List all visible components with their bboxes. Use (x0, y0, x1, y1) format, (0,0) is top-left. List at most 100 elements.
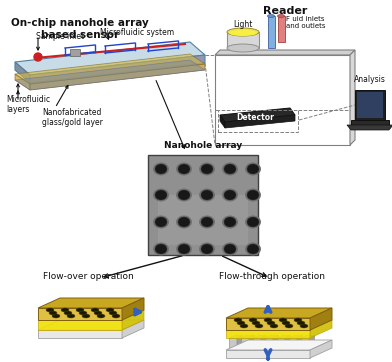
Polygon shape (241, 336, 254, 338)
Ellipse shape (224, 217, 236, 227)
Polygon shape (30, 55, 205, 83)
Polygon shape (347, 125, 392, 130)
Ellipse shape (82, 314, 90, 318)
Ellipse shape (64, 311, 72, 315)
Ellipse shape (247, 244, 259, 254)
Ellipse shape (153, 189, 169, 202)
FancyBboxPatch shape (268, 16, 275, 48)
Polygon shape (226, 350, 310, 358)
Polygon shape (285, 336, 290, 350)
Ellipse shape (267, 14, 274, 17)
Text: Microfluidic system: Microfluidic system (100, 28, 174, 37)
Text: Flow-over operation: Flow-over operation (43, 272, 133, 281)
Ellipse shape (201, 217, 213, 227)
Polygon shape (15, 42, 205, 75)
Ellipse shape (224, 164, 236, 174)
Ellipse shape (300, 324, 308, 328)
Polygon shape (15, 60, 205, 90)
Ellipse shape (91, 308, 99, 312)
Ellipse shape (155, 217, 167, 227)
Ellipse shape (199, 243, 215, 256)
Ellipse shape (201, 190, 213, 200)
Ellipse shape (61, 308, 69, 312)
Ellipse shape (201, 244, 213, 254)
Ellipse shape (176, 243, 192, 256)
Polygon shape (253, 336, 267, 338)
Ellipse shape (49, 311, 57, 315)
Polygon shape (273, 336, 278, 350)
Text: Sample inlet: Sample inlet (36, 32, 84, 41)
Polygon shape (229, 338, 237, 350)
Polygon shape (30, 64, 205, 90)
Ellipse shape (199, 189, 215, 202)
Ellipse shape (294, 318, 302, 322)
Ellipse shape (76, 308, 84, 312)
Polygon shape (226, 320, 332, 330)
Ellipse shape (112, 314, 120, 318)
Text: Detector: Detector (236, 114, 274, 122)
Ellipse shape (270, 324, 278, 328)
Ellipse shape (247, 164, 259, 174)
Text: Microfluidic
layers: Microfluidic layers (6, 95, 50, 114)
Ellipse shape (264, 318, 272, 322)
Ellipse shape (237, 321, 245, 325)
Ellipse shape (222, 163, 238, 176)
Polygon shape (265, 336, 278, 338)
Polygon shape (226, 340, 332, 350)
Text: On-chip nanohole array
based sensor: On-chip nanohole array based sensor (11, 18, 149, 39)
Ellipse shape (176, 189, 192, 202)
Polygon shape (297, 336, 303, 350)
Polygon shape (220, 115, 225, 128)
Ellipse shape (255, 324, 263, 328)
Polygon shape (215, 55, 350, 145)
Ellipse shape (46, 308, 54, 312)
Text: Flow-through operation: Flow-through operation (219, 272, 325, 281)
Polygon shape (15, 62, 30, 83)
Ellipse shape (249, 318, 257, 322)
Ellipse shape (224, 190, 236, 200)
Ellipse shape (267, 321, 275, 325)
Ellipse shape (176, 215, 192, 228)
Ellipse shape (224, 244, 236, 254)
Polygon shape (122, 298, 144, 320)
Polygon shape (237, 336, 243, 350)
Polygon shape (226, 318, 310, 330)
Polygon shape (253, 338, 261, 350)
Ellipse shape (222, 243, 238, 256)
Polygon shape (309, 336, 314, 350)
Polygon shape (226, 308, 332, 318)
Polygon shape (229, 336, 243, 338)
FancyBboxPatch shape (278, 16, 285, 42)
Ellipse shape (247, 217, 259, 227)
Polygon shape (226, 330, 310, 338)
Polygon shape (261, 336, 267, 350)
Polygon shape (249, 336, 254, 350)
Text: Analysis: Analysis (354, 75, 386, 84)
Ellipse shape (240, 324, 248, 328)
Ellipse shape (106, 308, 114, 312)
Polygon shape (289, 336, 303, 338)
Ellipse shape (178, 217, 190, 227)
Polygon shape (241, 338, 249, 350)
Ellipse shape (227, 28, 259, 36)
Ellipse shape (247, 190, 259, 200)
Ellipse shape (252, 321, 260, 325)
Ellipse shape (67, 314, 75, 318)
Ellipse shape (245, 163, 261, 176)
Ellipse shape (245, 189, 261, 202)
Polygon shape (310, 308, 332, 330)
Ellipse shape (278, 14, 285, 17)
Ellipse shape (201, 164, 213, 174)
Polygon shape (350, 50, 355, 145)
Polygon shape (310, 320, 332, 338)
Ellipse shape (79, 311, 87, 315)
Polygon shape (357, 92, 383, 118)
Polygon shape (122, 310, 144, 330)
Polygon shape (38, 320, 122, 330)
Ellipse shape (178, 244, 190, 254)
Text: Light: Light (233, 20, 253, 29)
Ellipse shape (227, 44, 259, 52)
Ellipse shape (176, 163, 192, 176)
FancyBboxPatch shape (158, 195, 248, 245)
Polygon shape (351, 120, 389, 125)
